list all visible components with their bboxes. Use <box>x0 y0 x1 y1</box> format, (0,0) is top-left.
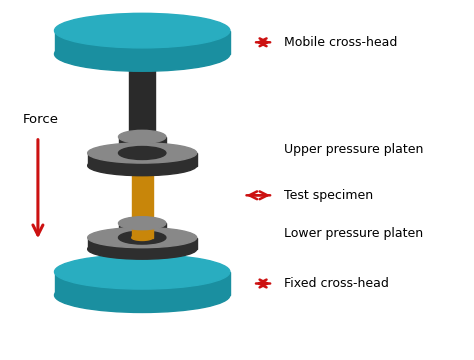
Ellipse shape <box>118 217 166 230</box>
Ellipse shape <box>132 150 153 156</box>
Polygon shape <box>88 153 197 166</box>
Ellipse shape <box>129 133 155 140</box>
Ellipse shape <box>55 255 230 289</box>
Polygon shape <box>129 54 155 137</box>
Text: Fixed cross-head: Fixed cross-head <box>284 277 389 290</box>
Polygon shape <box>118 223 166 238</box>
Text: Test specimen: Test specimen <box>284 189 374 202</box>
Text: Force: Force <box>22 113 58 126</box>
Polygon shape <box>88 238 197 249</box>
Polygon shape <box>55 272 230 295</box>
Ellipse shape <box>55 13 230 48</box>
Ellipse shape <box>88 143 197 163</box>
Polygon shape <box>118 137 166 153</box>
Ellipse shape <box>88 228 197 248</box>
Ellipse shape <box>118 231 166 244</box>
Text: Upper pressure platen: Upper pressure platen <box>284 143 424 156</box>
Polygon shape <box>55 31 230 54</box>
Ellipse shape <box>88 239 197 259</box>
Ellipse shape <box>118 130 166 143</box>
Ellipse shape <box>55 278 230 312</box>
Text: Lower pressure platen: Lower pressure platen <box>284 228 424 240</box>
Ellipse shape <box>132 235 153 240</box>
Ellipse shape <box>129 50 155 58</box>
Ellipse shape <box>118 147 166 159</box>
Text: Mobile cross-head: Mobile cross-head <box>284 36 398 49</box>
Polygon shape <box>132 153 153 238</box>
Ellipse shape <box>88 156 197 176</box>
Ellipse shape <box>55 37 230 71</box>
